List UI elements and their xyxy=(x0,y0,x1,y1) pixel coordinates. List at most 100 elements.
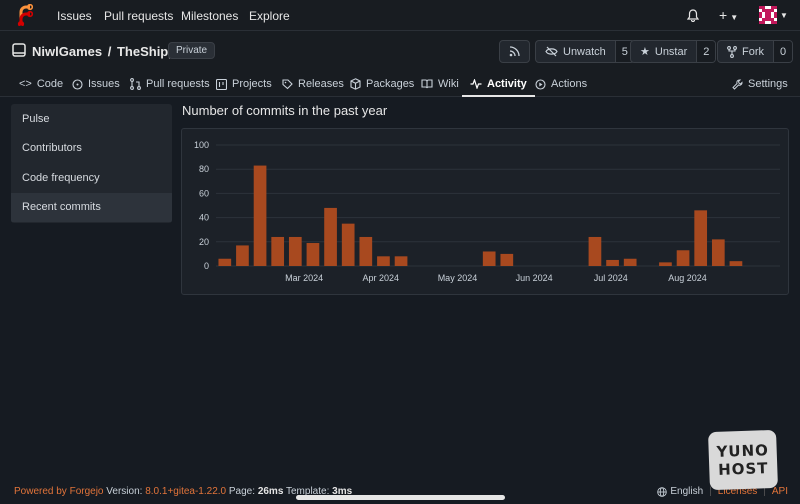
commit-bar[interactable] xyxy=(324,207,337,266)
rss-button[interactable] xyxy=(499,40,530,63)
book-icon xyxy=(421,79,433,89)
x-tick-label: Aug 2024 xyxy=(668,273,707,283)
tab-packages[interactable]: Packages xyxy=(350,73,414,95)
fork-group: Fork 0 xyxy=(717,40,794,63)
commit-bar[interactable] xyxy=(288,236,302,266)
tab-wiki-label: Wiki xyxy=(438,78,459,90)
forks-count[interactable]: 0 xyxy=(773,41,793,62)
commit-bar[interactable] xyxy=(500,253,514,266)
create-menu[interactable]: + ▼ xyxy=(719,7,738,23)
commit-bar[interactable] xyxy=(236,245,249,266)
watchers-count[interactable]: 5 xyxy=(614,41,634,62)
tab-packages-label: Packages xyxy=(366,78,415,90)
y-tick-label: 80 xyxy=(199,164,209,174)
tab-releases[interactable]: Releases xyxy=(282,73,344,95)
y-tick-label: 40 xyxy=(199,213,209,223)
star-icon: ★ xyxy=(640,46,650,58)
tab-settings[interactable]: Settings xyxy=(732,73,788,95)
nav-issues[interactable]: Issues xyxy=(57,9,92,23)
licenses-link[interactable]: Licenses xyxy=(717,486,758,497)
commit-bar[interactable] xyxy=(271,236,285,266)
y-tick-label: 20 xyxy=(199,237,209,247)
version-link[interactable]: 8.0.1+gitea-1.22.0 xyxy=(145,486,227,497)
unwatch-label: Unwatch xyxy=(563,45,606,58)
commit-bar[interactable] xyxy=(218,258,232,266)
repo-separator: / xyxy=(107,44,112,59)
x-tick-label: Jul 2024 xyxy=(594,273,628,283)
commit-bar[interactable] xyxy=(482,251,496,266)
pull-request-icon xyxy=(130,78,141,90)
commit-bar[interactable] xyxy=(623,258,637,266)
commit-bar[interactable] xyxy=(606,259,619,266)
api-link[interactable]: API xyxy=(771,486,788,497)
commit-bar[interactable] xyxy=(659,262,672,266)
sidebar-item-contributors[interactable]: Contributors xyxy=(22,142,82,155)
commit-bar[interactable] xyxy=(588,236,602,266)
x-tick-label: May 2024 xyxy=(438,273,478,283)
forgejo-logo[interactable] xyxy=(17,4,33,26)
tab-wiki[interactable]: Wiki xyxy=(421,73,459,95)
template-time-label: Template: xyxy=(286,486,330,497)
commit-bar[interactable] xyxy=(377,256,390,266)
tab-activity[interactable]: Activity xyxy=(462,73,535,97)
nav-milestones[interactable]: Milestones xyxy=(181,9,239,23)
tab-pull-requests[interactable]: Pull requests xyxy=(130,73,210,95)
sidebar-item-pulse[interactable]: Pulse xyxy=(22,112,50,125)
nav-explore[interactable]: Explore xyxy=(249,9,290,23)
wrench-icon xyxy=(732,79,743,90)
stars-count[interactable]: 2 xyxy=(696,41,716,62)
home-indicator xyxy=(296,495,505,500)
fork-button[interactable]: Fork xyxy=(718,41,773,62)
sidebar-item-code-frequency[interactable]: Code frequency xyxy=(22,171,100,184)
code-icon: <> xyxy=(19,78,32,90)
avatar xyxy=(759,6,777,24)
footer-divider: | xyxy=(709,486,712,497)
footer-info: Powered by Forgejo Version: 8.0.1+gitea-… xyxy=(14,486,352,497)
commit-bar[interactable] xyxy=(694,210,708,266)
repo-icon xyxy=(12,43,26,57)
rss-icon xyxy=(509,46,520,57)
commit-bar[interactable] xyxy=(394,256,408,266)
nav-pull-requests[interactable]: Pull requests xyxy=(104,9,174,23)
activity-sidebar: Pulse Contributors Code frequency Recent… xyxy=(11,104,172,223)
user-menu[interactable]: ▼ xyxy=(759,6,788,24)
commit-bar[interactable] xyxy=(341,223,355,266)
page-title: Number of commits in the past year xyxy=(182,103,388,118)
commit-bar[interactable] xyxy=(729,261,743,266)
page-time: 26ms xyxy=(257,486,284,497)
tab-actions[interactable]: Actions xyxy=(535,73,587,95)
yunohost-line-2: HOST xyxy=(717,459,769,479)
powered-by-link[interactable]: Powered by Forgejo xyxy=(14,486,104,497)
project-icon xyxy=(216,78,227,90)
yunohost-badge[interactable]: YUNO HOST xyxy=(708,429,778,491)
commit-bar[interactable] xyxy=(306,243,320,266)
version-label: Version: xyxy=(106,486,143,497)
unstar-button[interactable]: ★ Unstar xyxy=(631,41,696,62)
repo-owner-link[interactable]: NiwlGames xyxy=(32,44,103,59)
globe-icon xyxy=(657,486,668,497)
language-selector[interactable]: English xyxy=(657,486,703,497)
repo-header: NiwlGames / TheShipyard Private Unwatch … xyxy=(0,31,800,97)
tab-projects[interactable]: Projects xyxy=(216,73,272,95)
package-icon xyxy=(350,78,361,90)
tab-releases-label: Releases xyxy=(298,78,344,90)
commit-bar[interactable] xyxy=(676,250,690,266)
fork-label: Fork xyxy=(742,45,764,58)
unwatch-button[interactable]: Unwatch xyxy=(536,41,615,62)
yunohost-line-1: YUNO xyxy=(716,441,770,461)
repo-tabs: <> Code Issues Pull requests Projects Re… xyxy=(0,69,800,97)
tab-code[interactable]: <> Code xyxy=(19,73,63,95)
commits-chart: 0 20 40 60 80 100 Mar 2024 Apr 2024 May 2024 Jun … xyxy=(181,128,789,295)
footer-divider: | xyxy=(763,486,766,497)
commits-bar-chart: 0 20 40 60 80 100 Mar 2024 Apr 2024 May 2024 Jun … xyxy=(194,140,780,283)
template-time: 3ms xyxy=(332,486,353,497)
sidebar-item-recent-commits[interactable]: Recent commits xyxy=(11,192,172,222)
commit-bar[interactable] xyxy=(253,165,267,266)
commit-bar[interactable] xyxy=(711,239,725,266)
commit-bar[interactable] xyxy=(359,236,373,266)
bell-icon[interactable] xyxy=(687,9,699,22)
y-tick-label: 60 xyxy=(199,188,209,198)
tab-issues[interactable]: Issues xyxy=(72,73,120,95)
tag-icon xyxy=(282,78,293,89)
tab-actions-label: Actions xyxy=(551,78,588,90)
